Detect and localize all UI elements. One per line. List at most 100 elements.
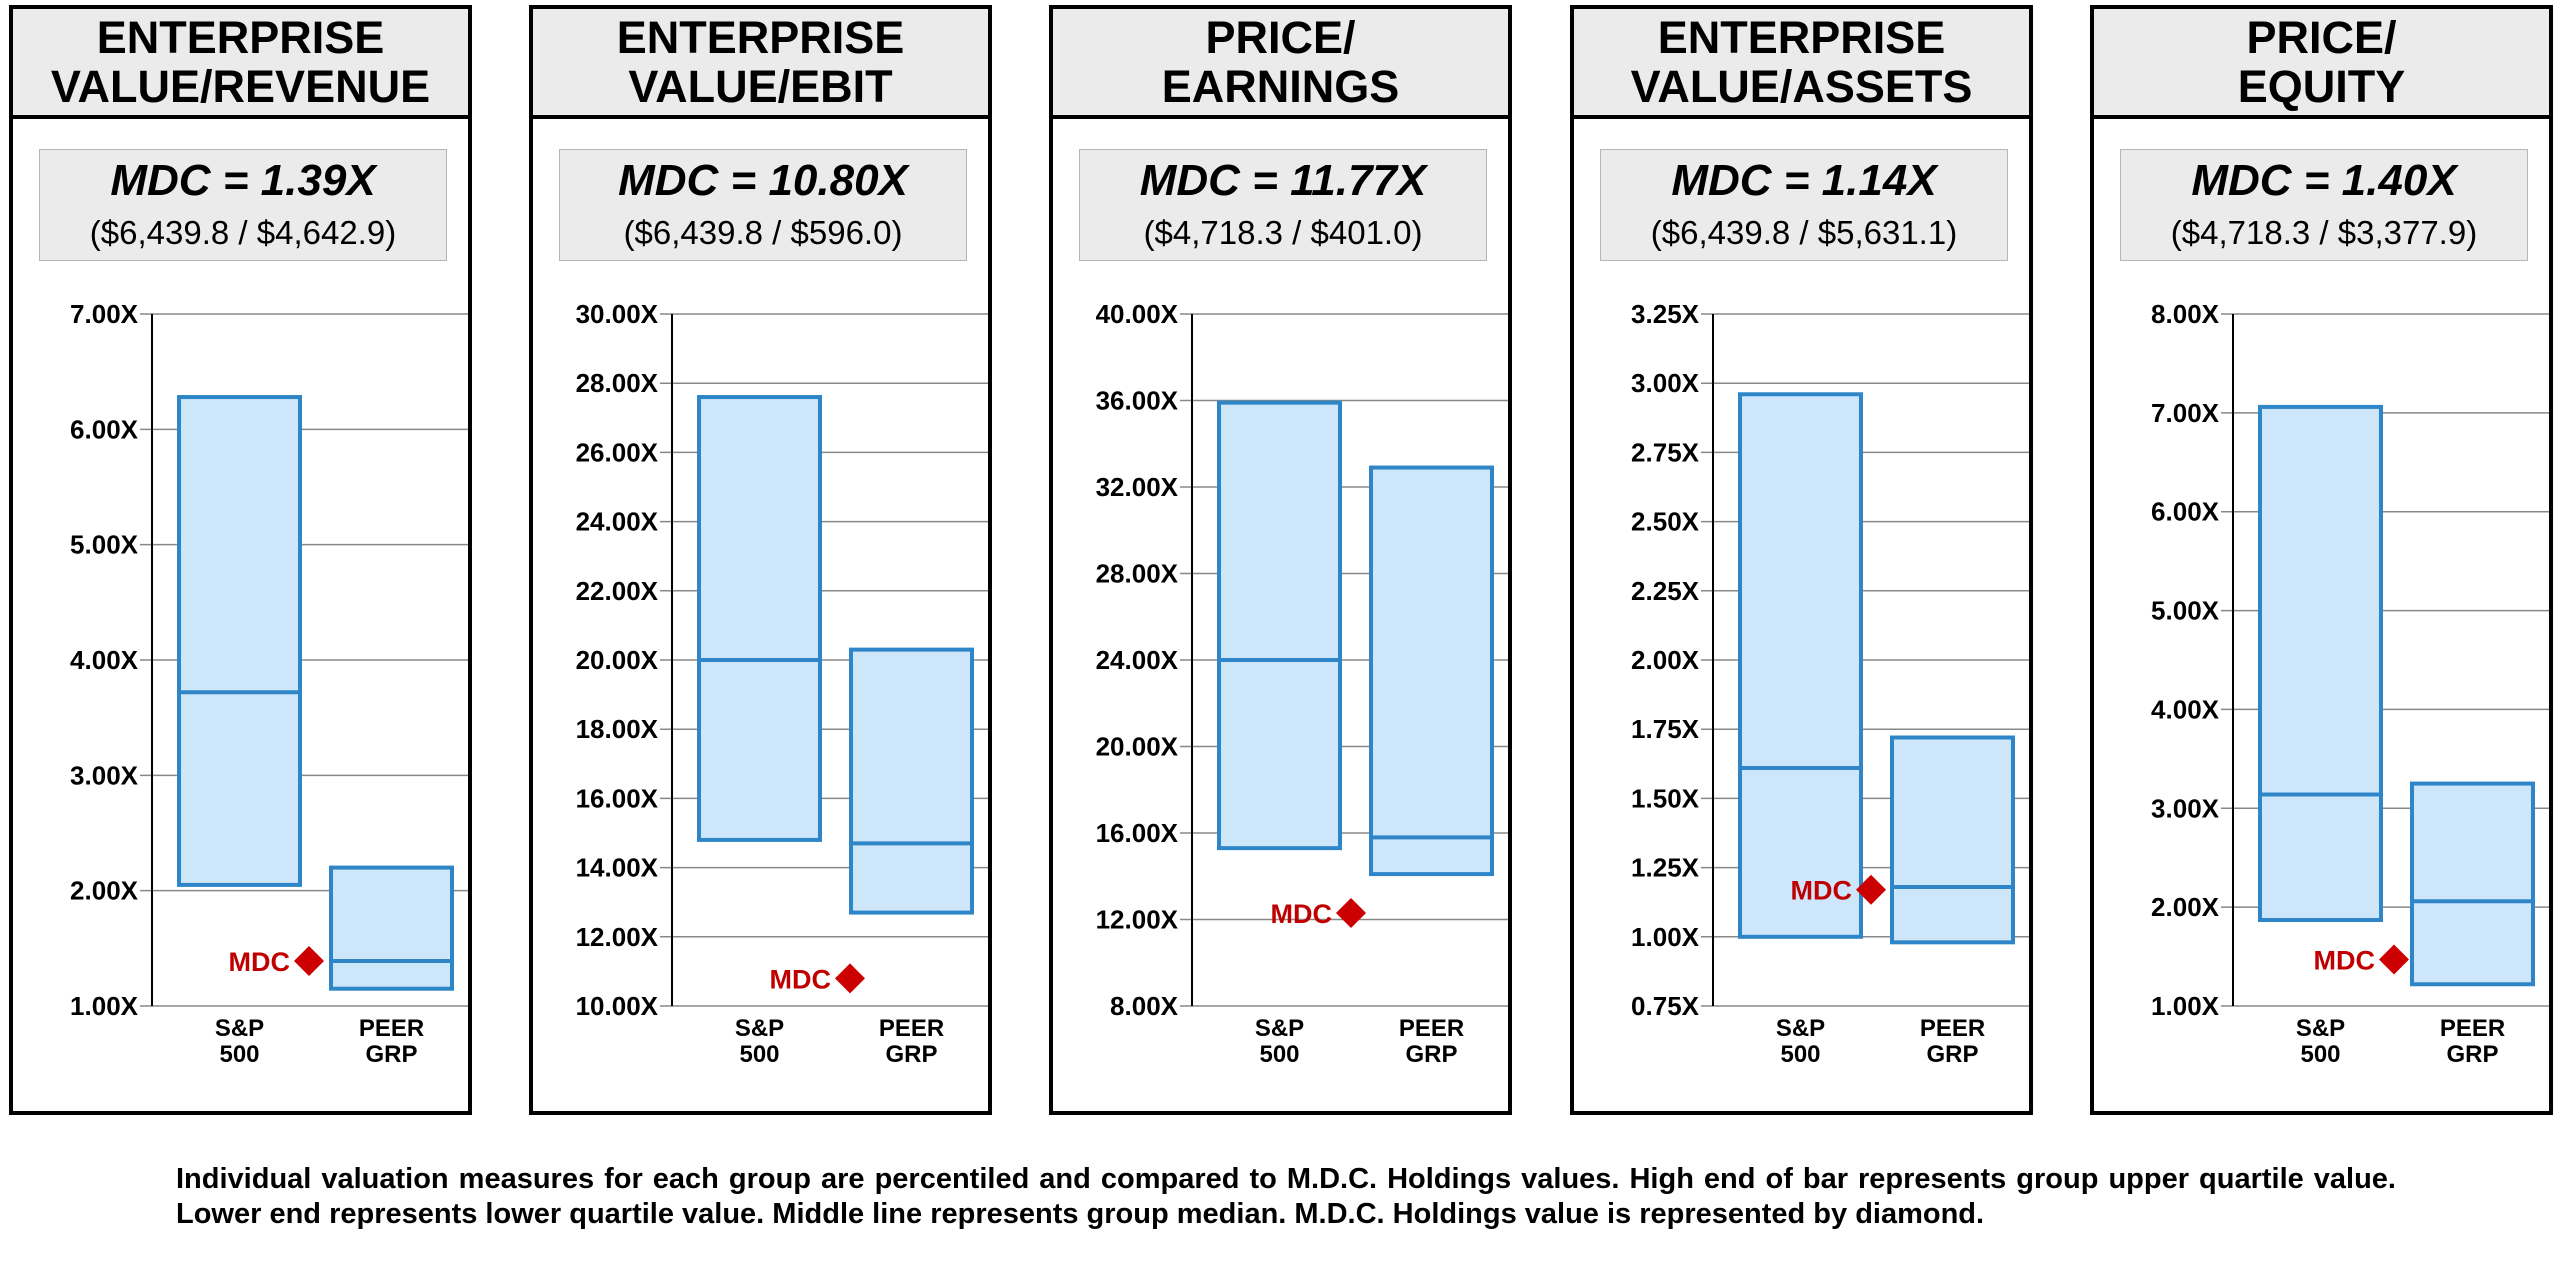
chart-title-line: VALUE/REVENUE [50, 61, 431, 112]
category-label: GRP [1405, 1041, 1457, 1068]
chart-panel-4: ENTERPRISE VALUE/ASSETS MDC = 1.14X ($6,439… [1570, 5, 2033, 1115]
chart-title-line: PRICE/ [2246, 12, 2397, 63]
chart-panel-1: ENTERPRISE VALUE/REVENUE MDC = 1.39X ($6,43… [9, 5, 472, 1115]
category-label: GRP [2446, 1041, 2498, 1068]
mdc-ratio: MDC = 11.77X [1139, 156, 1427, 205]
mdc-summary-box: MDC = 1.14X ($6,439.8 / $5,631.1) [1600, 149, 2008, 261]
category-label: 500 [1259, 1041, 1299, 1068]
y-tick-label: 5.00X [70, 530, 139, 560]
footnote: Individual valuation measures for each g… [176, 1163, 2396, 1230]
y-tick-label: 22.00X [576, 576, 659, 606]
y-tick-label: 2.00X [70, 876, 139, 906]
chart-title-line: VALUE/EBIT [628, 61, 893, 112]
y-tick-label: 4.00X [70, 645, 139, 675]
chart-svg: 0.75X 1.00X 1.25X 1.50X 1.75X 2.00X 2.25X 2.50X… [1631, 299, 2029, 1068]
chart-title: ENTERPRISE VALUE/EBIT [533, 9, 988, 119]
y-tick-label: 8.00X [2151, 299, 2220, 329]
y-tick-label: 3.00X [70, 760, 139, 790]
y-tick-label: 12.00X [576, 922, 659, 952]
chart-title-line: ENTERPRISE [96, 12, 385, 63]
y-tick-label: 26.00X [576, 437, 659, 467]
mdc-marker-label: MDC [1271, 899, 1333, 929]
mdc-formula: ($4,718.3 / $3,377.9) [2170, 214, 2478, 251]
mdc-diamond-marker [835, 963, 865, 994]
y-tick-label: 24.00X [576, 507, 659, 537]
category-label: 500 [2300, 1041, 2340, 1068]
quartile-bar-peer-grp [1890, 735, 2015, 945]
mdc-marker-label: MDC [1791, 876, 1853, 906]
quartile-bar-peer-grp [1369, 465, 1494, 877]
y-tick-label: 3.00X [2151, 793, 2220, 823]
mdc-ratio: MDC = 1.39X [110, 156, 376, 205]
chart-title: PRICE/EQUITY [2094, 9, 2549, 119]
y-tick-label: 30.00X [576, 299, 659, 329]
category-label: GRP [365, 1041, 417, 1068]
y-tick-label: 28.00X [576, 368, 659, 398]
category-label: PEER [879, 1015, 944, 1042]
y-tick-label: 40.00X [1096, 299, 1179, 329]
mdc-summary-box: MDC = 1.40X ($4,718.3 / $3,377.9) [2120, 149, 2528, 261]
quartile-bar-sp500 [1217, 400, 1342, 851]
quartile-bar-peer-grp [329, 865, 454, 991]
y-tick-label: 24.00X [1096, 645, 1179, 675]
mdc-ratio: MDC = 1.40X [2191, 156, 2457, 205]
quartile-bar-sp500 [177, 395, 302, 887]
chart-title-line: EARNINGS [1161, 61, 1400, 112]
mdc-marker-label: MDC [229, 947, 291, 977]
y-tick-label: 10.00X [576, 991, 659, 1021]
y-tick-label: 20.00X [1096, 732, 1179, 762]
mdc-formula: ($6,439.8 / $596.0) [623, 214, 903, 251]
y-tick-label: 16.00X [1096, 818, 1179, 848]
mdc-formula: ($6,439.8 / $5,631.1) [1650, 214, 1958, 251]
category-label: 500 [739, 1041, 779, 1068]
category-label: S&P [215, 1015, 264, 1042]
chart-title-line: PRICE/ [1205, 12, 1356, 63]
mdc-diamond-marker [1856, 874, 1886, 905]
y-tick-label: 1.00X [1631, 922, 1700, 952]
y-tick-label: 28.00X [1096, 559, 1179, 589]
y-tick-label: 18.00X [576, 714, 659, 744]
chart-title: ENTERPRISE VALUE/REVENUE [13, 9, 468, 119]
chart-svg: 1.00X 2.00X 3.00X 4.00X 5.00X 6.00X 7.00X S&P50… [70, 299, 468, 1068]
quartile-bar-sp500 [697, 395, 822, 842]
chart-title: ENTERPRISE VALUE/ASSETS [1574, 9, 2029, 119]
category-label: 500 [219, 1041, 259, 1068]
category-label: PEER [1920, 1015, 1985, 1042]
mdc-ratio: MDC = 10.80X [618, 156, 908, 205]
y-tick-label: 2.50X [1631, 507, 1700, 537]
y-tick-label: 2.75X [1631, 437, 1700, 467]
chart-panel-3: PRICE/EARNINGS MDC = 11.77X ($4,718.3 / $4… [1049, 5, 1512, 1115]
category-label: PEER [359, 1015, 424, 1042]
category-label: GRP [885, 1041, 937, 1068]
y-tick-label: 1.50X [1631, 783, 1700, 813]
mdc-ratio: MDC = 1.14X [1671, 156, 1937, 205]
category-label: S&P [735, 1015, 784, 1042]
y-tick-label: 2.00X [2151, 892, 2220, 922]
y-tick-label: 36.00X [1096, 386, 1179, 416]
mdc-summary-box: MDC = 11.77X ($4,718.3 / $401.0) [1079, 149, 1487, 261]
chart-title-line: ENTERPRISE [1657, 12, 1946, 63]
y-tick-label: 1.00X [70, 991, 139, 1021]
mdc-formula: ($6,439.8 / $4,642.9) [89, 214, 397, 251]
chart-title-line: EQUITY [2237, 61, 2406, 112]
y-tick-label: 2.00X [1631, 645, 1700, 675]
y-tick-label: 5.00X [2151, 596, 2220, 626]
y-tick-label: 14.00X [576, 853, 659, 883]
quartile-bar-sp500 [2258, 404, 2383, 922]
y-tick-label: 7.00X [2151, 398, 2220, 428]
category-label: PEER [2440, 1015, 2505, 1042]
y-tick-label: 2.25X [1631, 576, 1700, 606]
y-tick-label: 6.00X [2151, 497, 2220, 527]
category-label: PEER [1399, 1015, 1464, 1042]
chart-svg: 1.00X 2.00X 3.00X 4.00X 5.00X 6.00X 7.00X 8.00X… [2151, 299, 2549, 1068]
y-tick-label: 0.75X [1631, 991, 1700, 1021]
mdc-summary-box: MDC = 10.80X ($6,439.8 / $596.0) [559, 149, 967, 261]
mdc-marker-label: MDC [770, 964, 832, 994]
category-label: GRP [1926, 1041, 1978, 1068]
mdc-diamond-marker [2379, 944, 2409, 975]
y-tick-label: 1.00X [2151, 991, 2220, 1021]
category-label: 500 [1780, 1041, 1820, 1068]
y-tick-label: 16.00X [576, 783, 659, 813]
chart-panel-5: PRICE/EQUITY MDC = 1.40X ($4,718.3 / $3,37… [2090, 5, 2553, 1115]
mdc-diamond-marker [294, 946, 324, 977]
